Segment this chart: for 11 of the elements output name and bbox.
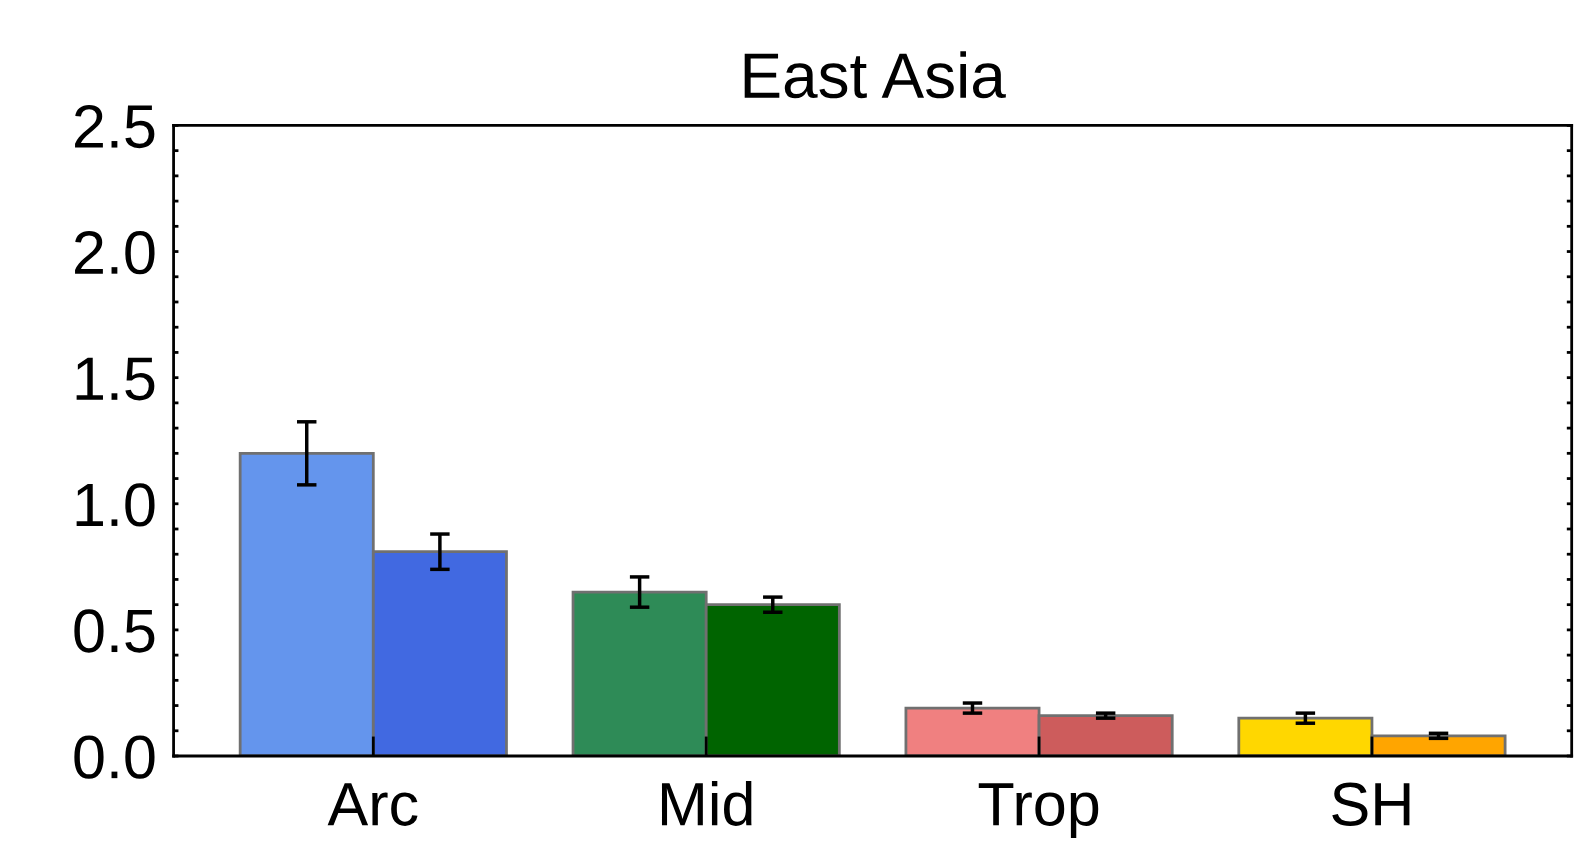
x-tick-label: SH bbox=[1332, 782, 1410, 826]
x-tick-label: Mid bbox=[661, 781, 752, 826]
y-tick-label: 1.5 bbox=[76, 357, 155, 401]
y-tick-label: 0.5 bbox=[74, 609, 155, 653]
y-tick-label: 2.5 bbox=[75, 104, 155, 149]
y-tick-label: 2.0 bbox=[75, 231, 155, 275]
chart-title: East Asia bbox=[744, 51, 1006, 99]
x-tick-label: Trop bbox=[978, 783, 1099, 838]
x-tick-label: Arc bbox=[327, 783, 418, 826]
y-tick-label: 0.0 bbox=[74, 735, 155, 779]
y-tick-label: 1.0 bbox=[76, 483, 155, 527]
